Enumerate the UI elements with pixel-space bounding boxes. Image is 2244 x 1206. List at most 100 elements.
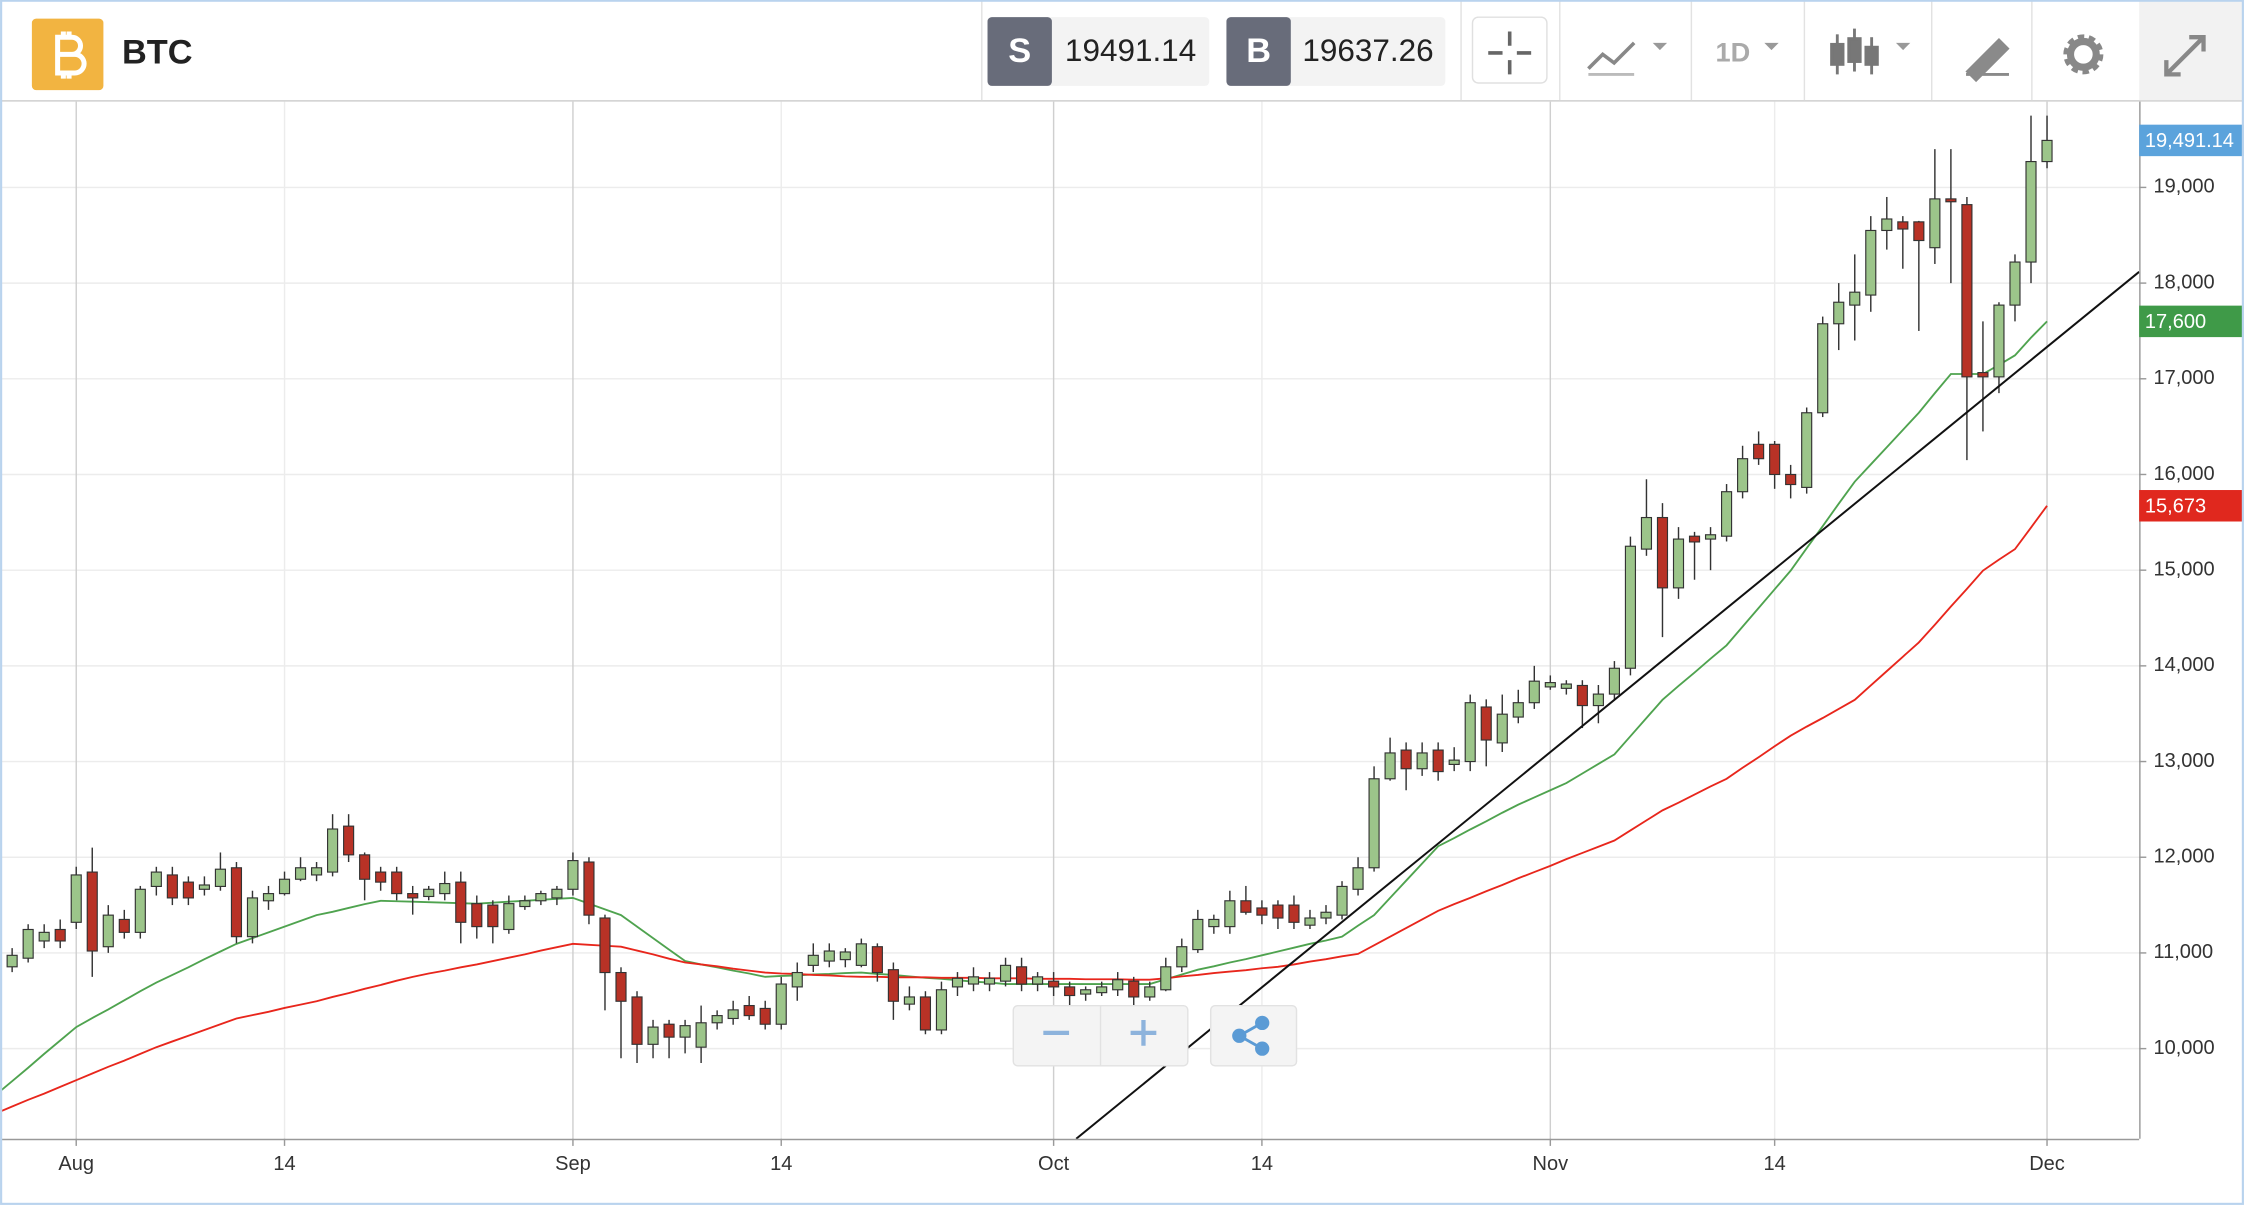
candle-body bbox=[935, 989, 948, 1031]
candle-body bbox=[583, 861, 595, 916]
candle-body bbox=[1608, 667, 1620, 695]
candle-body bbox=[1368, 778, 1380, 869]
candle-body bbox=[919, 996, 932, 1031]
candle-body bbox=[102, 914, 114, 948]
candle-body bbox=[1993, 304, 2005, 378]
candle-body bbox=[519, 900, 531, 908]
candle-body bbox=[1817, 323, 1829, 414]
candle-body bbox=[695, 1022, 707, 1048]
candle-body bbox=[1929, 198, 1941, 249]
interval[interactable]: 1D bbox=[1716, 37, 1751, 68]
trend-line bbox=[1075, 271, 2140, 1139]
candle-body bbox=[1560, 683, 1572, 689]
candle-body bbox=[2009, 261, 2021, 306]
y-tick-label: 13,000 bbox=[2153, 750, 2214, 772]
chart-type-button[interactable] bbox=[1830, 28, 1911, 75]
y-tick-label: 19,000 bbox=[2153, 176, 2214, 198]
y-tick-label: 17,000 bbox=[2153, 367, 2214, 389]
candle-body bbox=[198, 884, 210, 890]
price-label-box bbox=[2139, 124, 2244, 157]
candle-body bbox=[551, 888, 563, 899]
zoom-in-button[interactable] bbox=[1130, 1020, 1157, 1046]
fullscreen-button[interactable] bbox=[2164, 35, 2206, 77]
coin-glyph bbox=[55, 31, 87, 79]
candle-body bbox=[359, 854, 371, 880]
candle-body bbox=[1288, 904, 1300, 923]
candle-body bbox=[1640, 516, 1653, 550]
share-icon bbox=[1232, 1015, 1270, 1056]
candle-body bbox=[1240, 900, 1252, 913]
candle-body bbox=[1961, 204, 1973, 378]
candle-body bbox=[1576, 684, 1588, 707]
candle-body bbox=[1080, 989, 1092, 995]
x-tick-label: Dec bbox=[2029, 1153, 2065, 1175]
candle-body bbox=[262, 893, 275, 902]
buy-tag: B bbox=[1246, 32, 1271, 70]
candle-body bbox=[182, 881, 194, 899]
share-button[interactable] bbox=[1209, 1005, 1298, 1067]
candle-body bbox=[1256, 907, 1268, 916]
candle-body bbox=[6, 954, 18, 968]
candle-body bbox=[1480, 706, 1492, 741]
candle-body bbox=[487, 904, 499, 928]
settings-icon bbox=[2066, 37, 2100, 71]
draw-button[interactable] bbox=[1965, 38, 2010, 83]
symbol: BTC bbox=[122, 33, 193, 71]
candle-body bbox=[1913, 221, 1925, 242]
candle-body bbox=[1688, 535, 1701, 543]
candle-body bbox=[1977, 371, 1989, 378]
candle-body bbox=[1785, 473, 1797, 486]
candle-body bbox=[727, 1009, 739, 1020]
candle-body bbox=[1849, 291, 1861, 306]
x-tick-label: Sep bbox=[555, 1153, 591, 1175]
sell-tag-box bbox=[987, 17, 1052, 86]
price-label: 17,600 bbox=[2145, 311, 2206, 333]
candle-body bbox=[294, 867, 307, 880]
dropdown-caret bbox=[1652, 42, 1668, 51]
indicator-button[interactable] bbox=[1587, 41, 1668, 76]
candle-body bbox=[1544, 682, 1556, 688]
candle-body bbox=[1320, 911, 1332, 919]
candle-body bbox=[615, 971, 627, 1002]
candle-body bbox=[1272, 904, 1284, 919]
sell-price: 19491.14 bbox=[1065, 33, 1196, 68]
candle-body bbox=[1384, 752, 1396, 780]
candle-body bbox=[1704, 534, 1717, 540]
candle-body bbox=[1096, 986, 1108, 994]
candle-body bbox=[86, 871, 98, 952]
candle-body bbox=[1304, 917, 1316, 926]
x-tick-label: 14 bbox=[770, 1153, 792, 1175]
candle-body bbox=[1737, 458, 1749, 493]
x-tick-label: 14 bbox=[1251, 1153, 1273, 1175]
candle-body bbox=[1496, 713, 1508, 744]
x-tick-label: Oct bbox=[1038, 1153, 1070, 1175]
candle-body bbox=[2025, 160, 2037, 263]
y-tick-label: 10,000 bbox=[2153, 1037, 2214, 1059]
chart-type-icon bbox=[1864, 45, 1879, 66]
candle-body bbox=[391, 871, 403, 895]
y-tick-label: 11,000 bbox=[2153, 941, 2213, 963]
candle-body bbox=[1144, 986, 1156, 998]
candle-body bbox=[38, 931, 50, 942]
candle-body bbox=[967, 976, 980, 985]
settings-button[interactable] bbox=[2063, 34, 2104, 75]
candle-body bbox=[407, 893, 419, 899]
candle-body bbox=[1176, 946, 1188, 968]
candle-body bbox=[871, 946, 883, 974]
candle-body bbox=[1064, 986, 1076, 997]
x-tick-label: 14 bbox=[273, 1153, 295, 1175]
candle-body bbox=[647, 1026, 659, 1045]
candle-body bbox=[1352, 867, 1364, 890]
y-tick-label: 18,000 bbox=[2153, 271, 2214, 293]
crosshair-button[interactable] bbox=[1471, 16, 1548, 84]
candle-body bbox=[903, 996, 915, 1005]
y-tick-label: 15,000 bbox=[2153, 558, 2214, 580]
candle-body bbox=[1048, 980, 1060, 988]
buy-price: 19637.26 bbox=[1302, 33, 1433, 68]
candle-body bbox=[1720, 491, 1733, 537]
candle-body bbox=[1192, 918, 1204, 951]
candle-body bbox=[375, 871, 387, 883]
candle-body bbox=[743, 1004, 755, 1017]
candle-body bbox=[118, 918, 130, 933]
candle-body bbox=[134, 888, 146, 933]
